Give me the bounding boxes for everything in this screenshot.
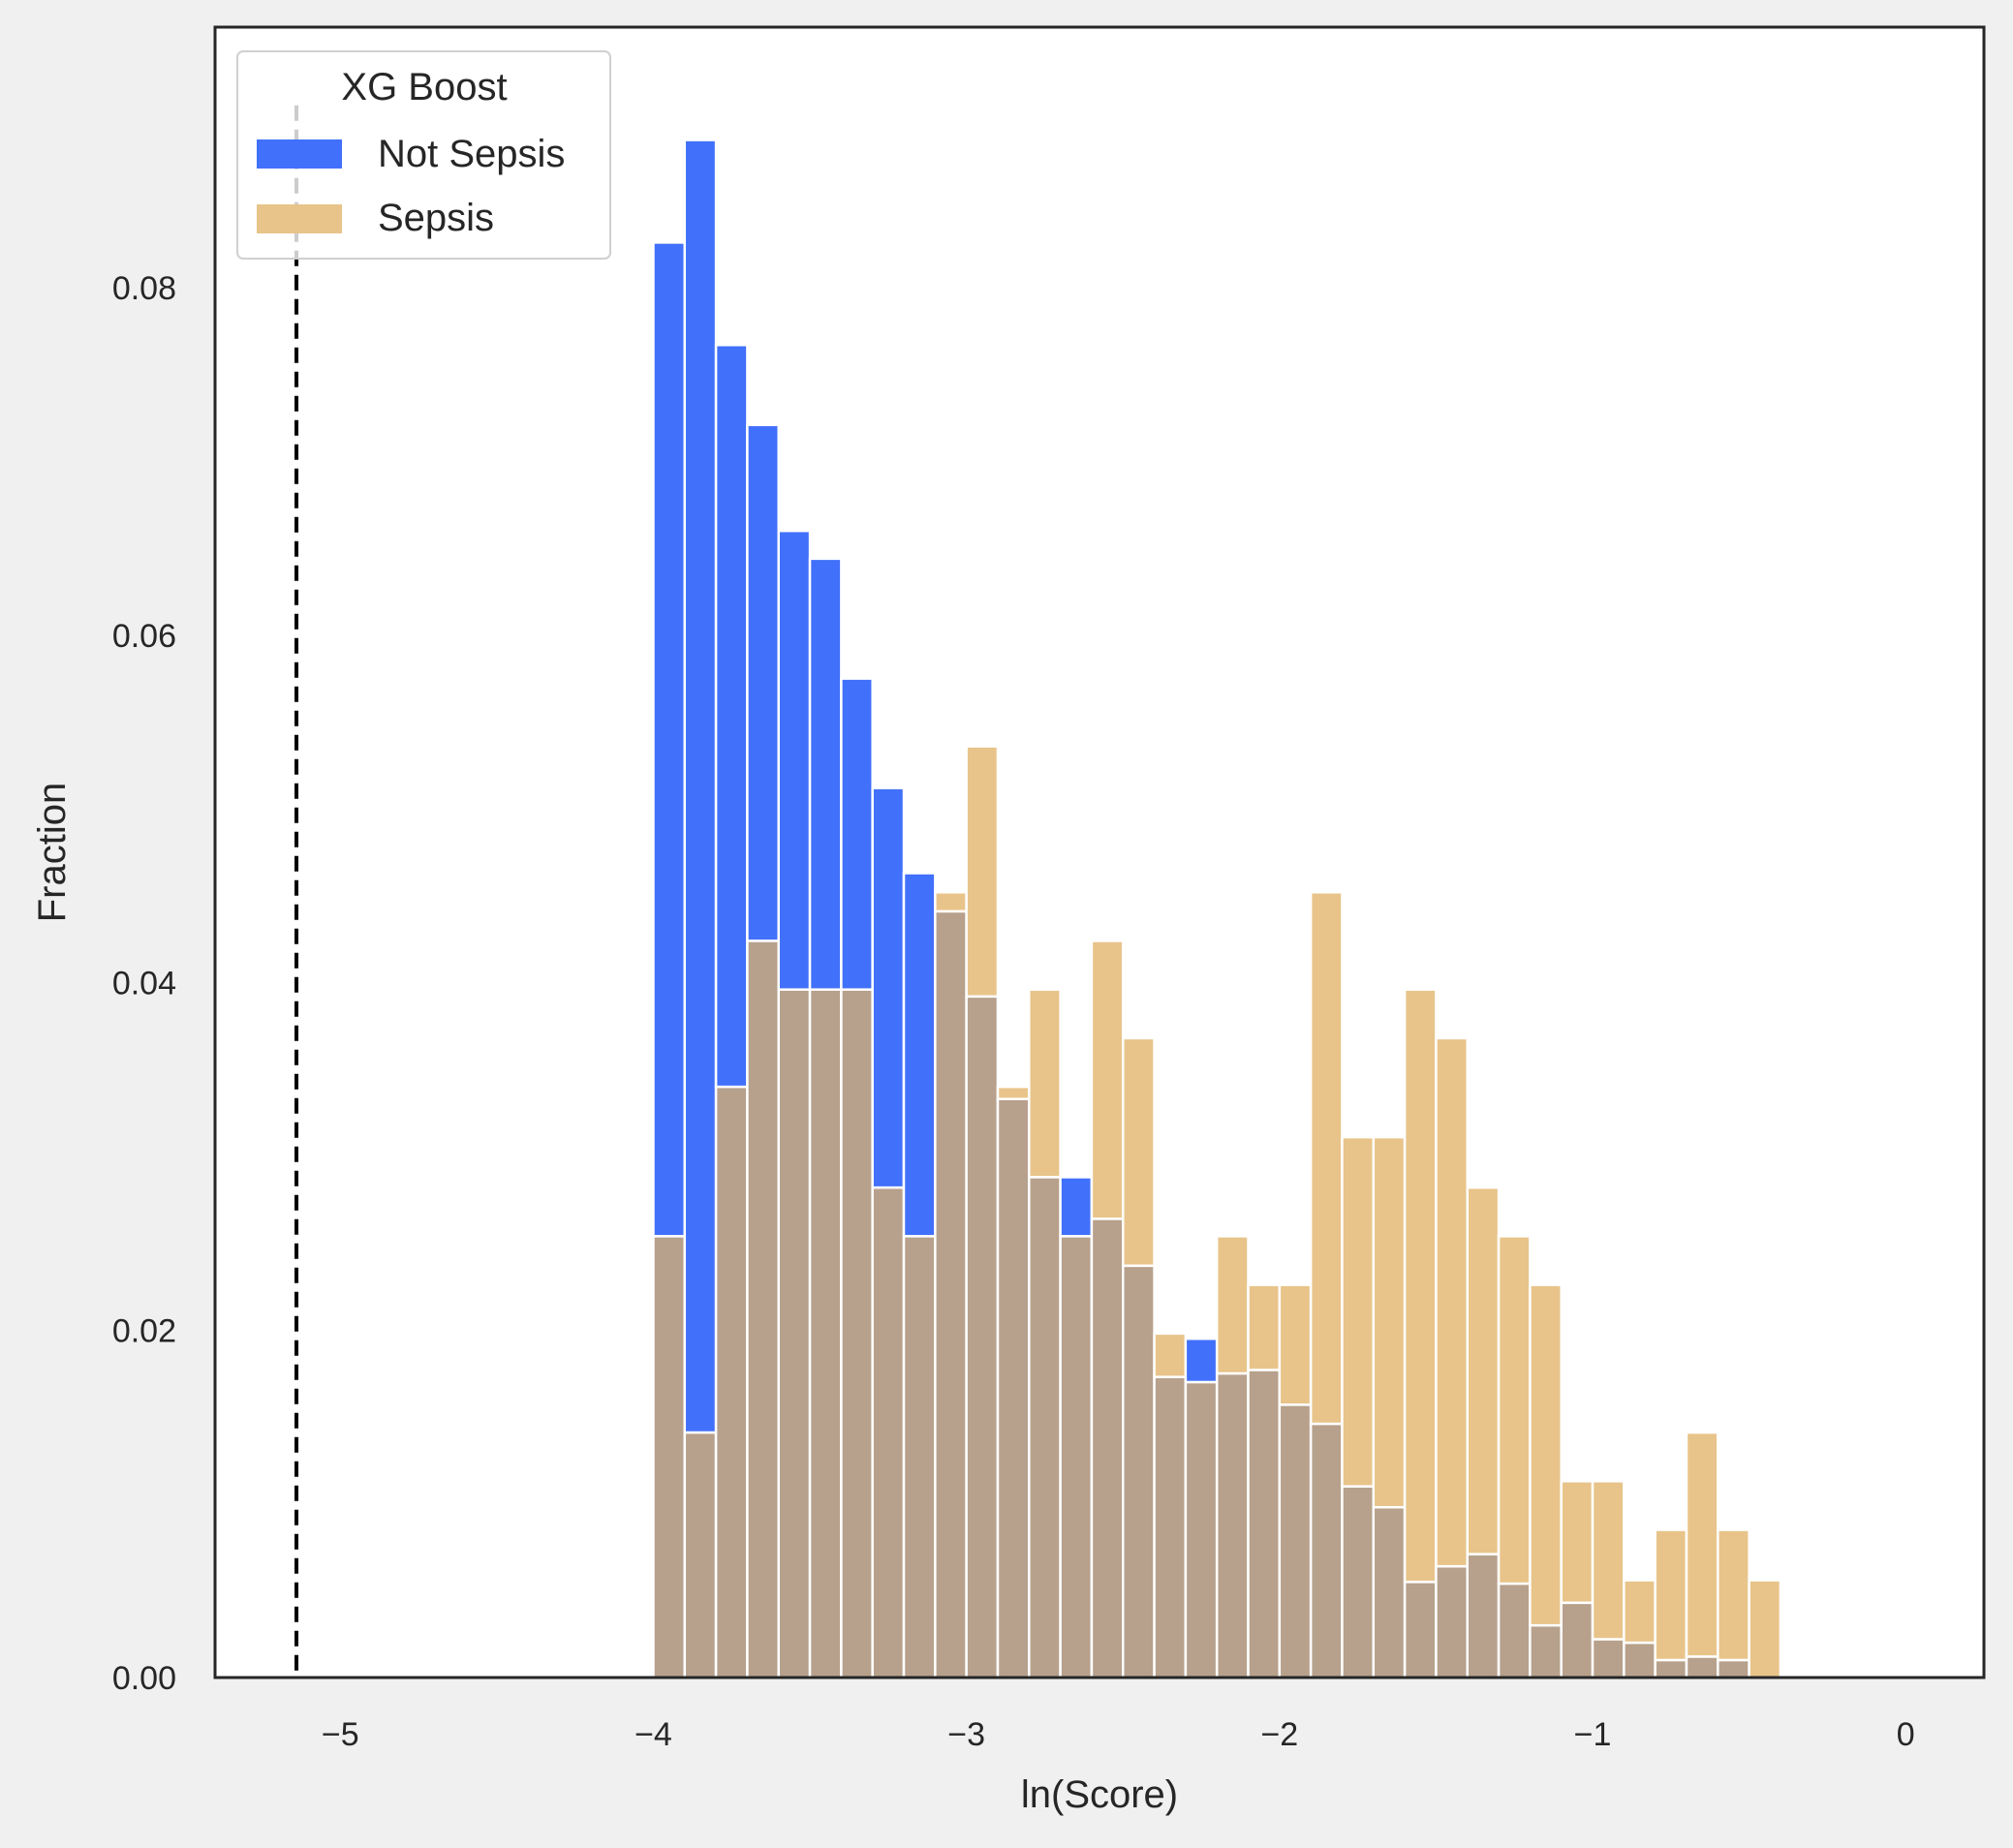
bar-not-sepsis-17	[1184, 1337, 1219, 1384]
bar-sepsis-15	[1121, 1036, 1156, 1268]
bar-sepsis-33	[1685, 1431, 1719, 1658]
bar-overlap-27	[1497, 1582, 1532, 1679]
bar-not-sepsis-8	[902, 872, 937, 1238]
bar-overlap-11	[996, 1097, 1031, 1679]
x-tick-label: 0	[1897, 1716, 1915, 1753]
bar-overlap-1	[683, 1431, 718, 1679]
bar-not-sepsis-0	[652, 241, 687, 1238]
x-axis-label: ln(Score)	[1021, 1773, 1178, 1816]
bar-overlap-2	[714, 1085, 749, 1679]
bar-overlap-15	[1121, 1264, 1156, 1679]
bar-overlap-10	[965, 995, 1000, 1679]
bar-overlap-24	[1403, 1581, 1438, 1679]
y-axis-label: Fraction	[31, 783, 74, 923]
bar-overlap-26	[1466, 1553, 1501, 1679]
bars-layer	[652, 139, 1782, 1679]
bar-sepsis-26	[1466, 1186, 1501, 1555]
x-axis-ticks: −5 −4 −3 −2 −1 0	[322, 1716, 1915, 1753]
legend-label-sepsis: Sepsis	[378, 197, 494, 239]
bar-not-sepsis-1	[683, 139, 718, 1434]
bar-overlap-17	[1184, 1380, 1219, 1679]
bar-overlap-8	[902, 1235, 937, 1679]
legend-swatch-sepsis	[257, 204, 342, 233]
bar-sepsis-31	[1623, 1579, 1657, 1645]
bar-overlap-25	[1435, 1564, 1469, 1679]
bar-overlap-28	[1529, 1623, 1563, 1679]
bar-sepsis-9	[934, 891, 968, 913]
x-tick-label: −4	[635, 1716, 672, 1753]
bar-overlap-30	[1591, 1638, 1626, 1679]
x-tick-label: −5	[322, 1716, 359, 1753]
x-tick-label: −1	[1574, 1716, 1612, 1753]
bar-overlap-23	[1372, 1505, 1407, 1679]
x-tick-label: −2	[1260, 1716, 1298, 1753]
bar-overlap-20	[1278, 1403, 1313, 1679]
bar-not-sepsis-13	[1059, 1176, 1094, 1238]
bar-sepsis-11	[996, 1085, 1031, 1100]
legend-swatch-not-sepsis	[257, 139, 342, 169]
y-tick-label: 0.04	[112, 966, 176, 1002]
bar-sepsis-30	[1591, 1480, 1626, 1641]
bar-not-sepsis-6	[840, 677, 874, 991]
y-axis-ticks: 0.00 0.02 0.04 0.06 0.08	[112, 270, 176, 1697]
y-tick-label: 0.06	[112, 618, 176, 655]
plot-frame	[213, 25, 1986, 1679]
bar-overlap-4	[777, 988, 812, 1679]
legend-label-not-sepsis: Not Sepsis	[378, 133, 565, 175]
bar-sepsis-10	[965, 745, 1000, 999]
bar-sepsis-19	[1247, 1283, 1282, 1371]
bar-sepsis-28	[1529, 1283, 1563, 1627]
y-tick-label: 0.08	[112, 270, 176, 307]
bar-sepsis-32	[1654, 1528, 1688, 1662]
bar-sepsis-14	[1090, 939, 1125, 1220]
bar-sepsis-35	[1748, 1579, 1782, 1679]
bar-overlap-16	[1153, 1375, 1188, 1679]
bar-overlap-18	[1215, 1371, 1250, 1679]
bar-sepsis-16	[1153, 1332, 1188, 1378]
bar-sepsis-34	[1717, 1528, 1750, 1662]
bar-overlap-33	[1685, 1655, 1719, 1679]
bar-overlap-34	[1717, 1658, 1750, 1679]
bar-sepsis-22	[1341, 1135, 1376, 1488]
y-tick-label: 0.00	[112, 1660, 176, 1697]
bar-overlap-19	[1247, 1369, 1282, 1679]
bar-overlap-9	[934, 909, 968, 1679]
bar-overlap-6	[840, 988, 874, 1679]
bar-overlap-32	[1654, 1658, 1688, 1679]
bar-not-sepsis-7	[871, 786, 906, 1189]
bar-overlap-0	[652, 1235, 687, 1679]
bar-overlap-21	[1309, 1422, 1344, 1679]
bar-sepsis-18	[1215, 1235, 1250, 1375]
bar-sepsis-12	[1028, 988, 1062, 1179]
bar-sepsis-29	[1560, 1480, 1595, 1605]
bar-sepsis-23	[1372, 1135, 1407, 1509]
bar-overlap-5	[808, 988, 843, 1679]
bar-not-sepsis-2	[714, 343, 749, 1089]
bar-overlap-12	[1028, 1176, 1062, 1679]
bar-not-sepsis-3	[746, 423, 780, 942]
bar-overlap-29	[1560, 1601, 1595, 1679]
bar-sepsis-27	[1497, 1235, 1532, 1586]
y-tick-label: 0.02	[112, 1312, 176, 1349]
bar-overlap-14	[1090, 1217, 1125, 1679]
bar-overlap-22	[1341, 1485, 1376, 1679]
bar-not-sepsis-4	[777, 529, 812, 991]
bar-sepsis-21	[1309, 891, 1344, 1426]
bar-overlap-7	[871, 1186, 906, 1679]
legend-title: XG Boost	[341, 66, 507, 108]
bar-sepsis-25	[1435, 1036, 1469, 1568]
x-tick-label: −3	[947, 1716, 985, 1753]
bar-overlap-13	[1059, 1235, 1094, 1679]
bar-sepsis-24	[1403, 988, 1438, 1584]
bar-overlap-3	[746, 939, 780, 1679]
bar-not-sepsis-5	[808, 557, 843, 991]
legend: XG Boost Not Sepsis Sepsis	[236, 50, 611, 260]
bar-overlap-31	[1623, 1641, 1657, 1679]
bar-sepsis-20	[1278, 1283, 1313, 1406]
